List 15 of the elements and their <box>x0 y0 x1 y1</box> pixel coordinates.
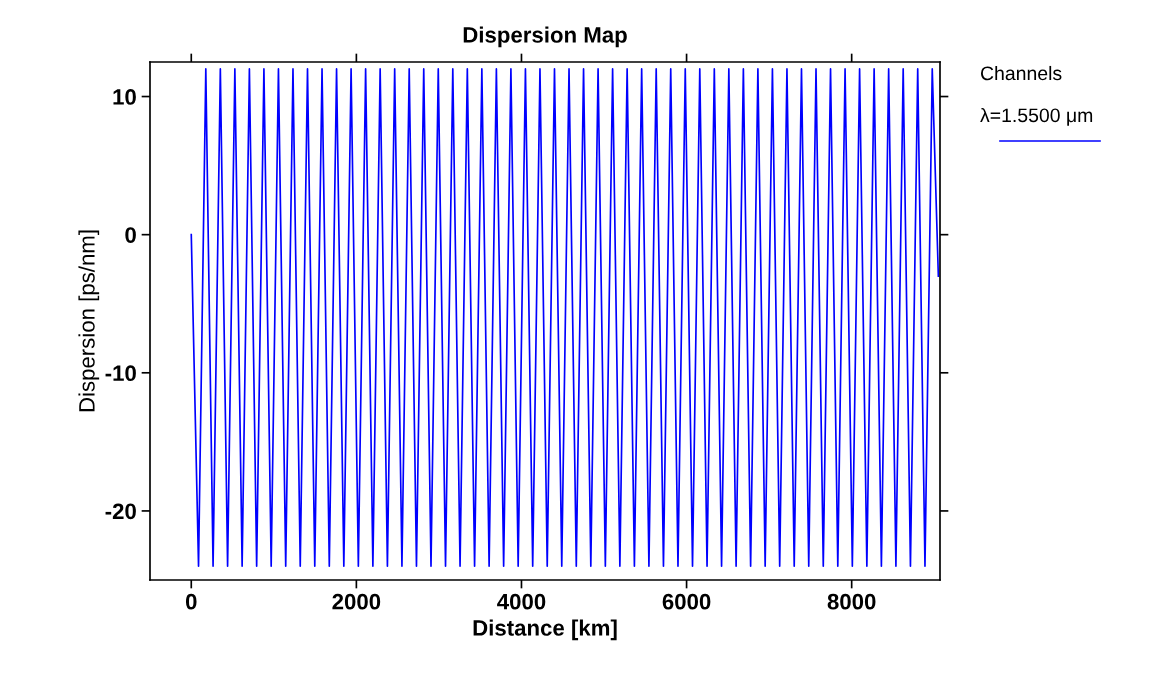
text: λ=1.5500 μm <box>980 107 1093 126</box>
line-series <box>190 68 940 568</box>
y-tick-label: 10 <box>113 89 136 105</box>
y-tick-label: -20 <box>105 503 136 520</box>
legend-title: Channels <box>980 65 1062 81</box>
x-tick-label: 4000 <box>497 593 546 610</box>
y-axis-title: Dispersion [ps/nm] <box>78 230 100 412</box>
y-tick-label: -10 <box>105 365 136 382</box>
chart-title: Dispersion Map <box>463 26 627 48</box>
x-tick-label: 0 <box>185 593 197 610</box>
x-axis-title: Distance [km] <box>473 619 617 641</box>
x-tick-label: 2000 <box>332 593 381 610</box>
x-tick-label: 6000 <box>662 593 711 610</box>
y-tick-label: 0 <box>125 227 136 243</box>
x-tick-label: 8000 <box>827 593 876 610</box>
